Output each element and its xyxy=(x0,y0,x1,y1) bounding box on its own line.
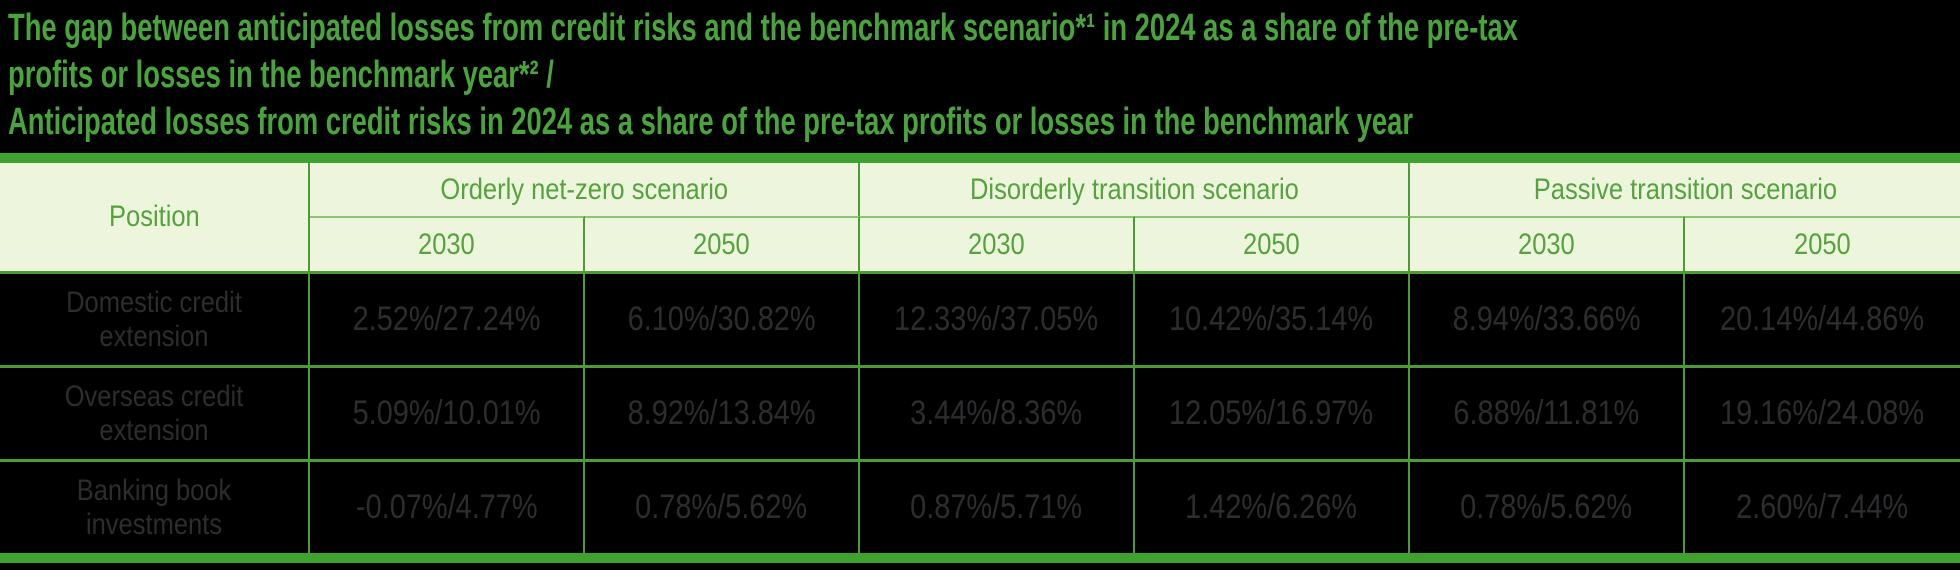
title-line-3-text: Anticipated losses from credit risks in … xyxy=(8,101,1414,143)
table-bottom-border xyxy=(0,553,1960,563)
title-line-1: The gap between anticipated losses from … xyxy=(8,5,1960,52)
header-year-disorderly-2030: 2030 xyxy=(860,216,1135,271)
header-year-orderly-2030: 2030 xyxy=(310,216,585,271)
value-cell: 12.05%/16.97% xyxy=(1135,365,1410,459)
header-year-passive-2030: 2030 xyxy=(1410,216,1685,271)
value-cell: 5.09%/10.01% xyxy=(310,365,585,459)
value-cell: 20.14%/44.86% xyxy=(1685,271,1960,365)
value-cell: 8.94%/33.66% xyxy=(1410,271,1685,365)
scenario-table: Position Orderly net-zero scenario Disor… xyxy=(0,163,1960,553)
header-year-disorderly-2050: 2050 xyxy=(1135,216,1410,271)
value-cell: 10.42%/35.14% xyxy=(1135,271,1410,365)
value-cell: 8.92%/13.84% xyxy=(585,365,860,459)
value-cell: 2.52%/27.24% xyxy=(310,271,585,365)
value-cell: 0.78%/5.62% xyxy=(1410,459,1685,553)
title-line-1-text: The gap between anticipated losses from … xyxy=(8,7,1518,49)
header-year-orderly-2050: 2050 xyxy=(585,216,860,271)
header-scenario-passive: Passive transition scenario xyxy=(1410,163,1960,216)
value-cell: 0.78%/5.62% xyxy=(585,459,860,553)
header-scenario-orderly: Orderly net-zero scenario xyxy=(310,163,860,216)
value-cell: 12.33%/37.05% xyxy=(860,271,1135,365)
figure-title: The gap between anticipated losses from … xyxy=(0,0,1960,153)
value-cell: 0.87%/5.71% xyxy=(860,459,1135,553)
row-label-banking-book-investments: Banking book investments xyxy=(0,459,310,553)
value-cell: 6.88%/11.81% xyxy=(1410,365,1685,459)
title-line-3: Anticipated losses from credit risks in … xyxy=(8,99,1960,146)
header-scenario-disorderly: Disorderly transition scenario xyxy=(860,163,1410,216)
value-cell: 6.10%/30.82% xyxy=(585,271,860,365)
value-cell: 19.16%/24.08% xyxy=(1685,365,1960,459)
table-top-border xyxy=(0,153,1960,163)
value-cell: 1.42%/6.26% xyxy=(1135,459,1410,553)
value-cell: 2.60%/7.44% xyxy=(1685,459,1960,553)
value-cell: -0.07%/4.77% xyxy=(310,459,585,553)
value-cell: 3.44%/8.36% xyxy=(860,365,1135,459)
row-label-domestic-credit-extension: Domestic credit extension xyxy=(0,271,310,365)
row-label-overseas-credit-extension: Overseas credit extension xyxy=(0,365,310,459)
header-year-passive-2050: 2050 xyxy=(1685,216,1960,271)
title-line-2-text: profits or losses in the benchmark year*… xyxy=(8,54,554,96)
title-line-2: profits or losses in the benchmark year*… xyxy=(8,52,1960,99)
header-position: Position xyxy=(0,163,310,271)
